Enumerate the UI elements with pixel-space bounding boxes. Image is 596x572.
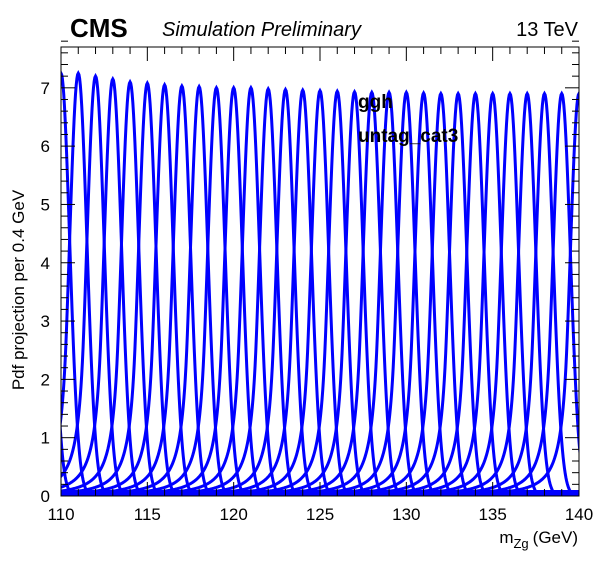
energy-label: 13 TeV bbox=[516, 19, 579, 41]
y-tick-label: 0 bbox=[41, 487, 50, 506]
annotation-category: untag_cat3 bbox=[358, 126, 458, 147]
y-tick-label: 4 bbox=[41, 254, 50, 273]
x-axis-title-unit: (GeV) bbox=[533, 528, 578, 547]
y-tick-label: 6 bbox=[41, 137, 50, 156]
y-tick-label: 7 bbox=[41, 79, 50, 98]
y-tick-label: 5 bbox=[41, 195, 50, 214]
y-tick-label: 2 bbox=[41, 370, 50, 389]
y-axis: 0 1 2 3 4 5 6 7 bbox=[41, 40, 579, 506]
y-tick-label: 3 bbox=[41, 312, 50, 331]
x-axis-title: mZg (GeV) bbox=[499, 528, 578, 551]
status-label: Simulation Preliminary bbox=[162, 19, 362, 41]
x-tick-label: 140 bbox=[565, 505, 593, 524]
series-line-11 bbox=[61, 81, 579, 496]
series-line-12 bbox=[61, 82, 579, 496]
annotation-process: ggh bbox=[358, 92, 393, 113]
series-line-10 bbox=[61, 79, 579, 496]
x-axis-title-sub: Zg bbox=[513, 536, 528, 551]
experiment-label: CMS bbox=[70, 13, 128, 43]
series-line-9 bbox=[61, 78, 579, 496]
x-tick-label: 125 bbox=[306, 505, 334, 524]
x-tick-label: 110 bbox=[47, 505, 74, 524]
x-axis-title-main: m bbox=[499, 528, 513, 547]
y-tick-label: 1 bbox=[41, 429, 50, 448]
x-tick-label: 135 bbox=[478, 505, 506, 524]
x-tick-label: 115 bbox=[134, 505, 161, 524]
y-axis-title: Pdf projection per 0.4 GeV bbox=[9, 189, 28, 390]
x-tick-label: 130 bbox=[392, 505, 420, 524]
x-tick-label: 120 bbox=[219, 505, 247, 524]
x-axis: 110 115 120 125 130 135 140 bbox=[47, 47, 593, 524]
